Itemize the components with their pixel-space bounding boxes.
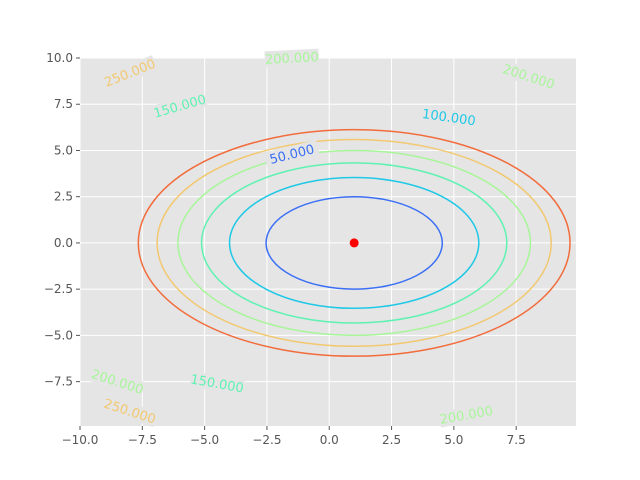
plot-background <box>80 58 576 426</box>
contour-line-200 <box>177 149 532 337</box>
contour-label-background <box>101 55 158 91</box>
x-tick-label: −2.5 <box>252 433 281 447</box>
x-tick-label: 7.5 <box>507 433 526 447</box>
contour-label-background <box>189 370 246 397</box>
x-tick-label: 0.0 <box>320 433 339 447</box>
contour-label-background <box>89 365 146 398</box>
x-axis-ticks: −10.0 −7.5 −5.0 −2.5 0.0 2.5 5.0 7.5 <box>62 426 526 447</box>
y-tick-label: 10.0 <box>46 51 73 65</box>
x-tick-label: −10.0 <box>62 433 99 447</box>
x-tick-label: −5.0 <box>190 433 219 447</box>
contour-labels: 50.000100.000150.000150.000200.000200.00… <box>89 48 557 428</box>
contour-label: 100.000 <box>421 107 476 129</box>
y-tick-label: 2.5 <box>54 190 73 204</box>
y-tick-label: 7.5 <box>54 97 73 111</box>
contour-label-background <box>263 139 320 169</box>
y-tick-label: 5.0 <box>54 143 73 157</box>
contour-label-background <box>264 48 320 68</box>
contour-label-background <box>101 395 158 428</box>
x-tick-label: −7.5 <box>128 433 157 447</box>
contour-line-50 <box>265 195 444 290</box>
x-tick-label: 2.5 <box>382 433 401 447</box>
contour-line-300 <box>137 128 571 357</box>
contour-label-group: 100.000 <box>421 105 477 129</box>
minimum-marker <box>349 238 359 248</box>
y-tick-label: −2.5 <box>44 282 73 296</box>
contour-line-100 <box>228 176 480 310</box>
contour-label-background <box>500 60 557 93</box>
contour-label: 200.000 <box>265 50 319 68</box>
contour-line-150 <box>200 162 508 324</box>
contour-line-250 <box>156 138 552 348</box>
contour-label-background <box>151 90 208 122</box>
y-tick-label: 0.0 <box>54 236 73 250</box>
y-tick-label: −7.5 <box>44 375 73 389</box>
contour-label-background <box>421 105 477 129</box>
grid-lines <box>79 57 576 426</box>
contour-label-group: 200.000 <box>264 48 320 68</box>
y-tick-label: −5.0 <box>44 328 73 342</box>
minimum-point <box>349 238 359 248</box>
contour-label-background <box>438 402 495 428</box>
y-axis-ticks: 10.0 7.5 5.0 2.5 0.0 −2.5 −5.0 −7.5 <box>44 51 80 389</box>
x-tick-label: 5.0 <box>444 433 463 447</box>
contour-lines <box>137 128 571 357</box>
